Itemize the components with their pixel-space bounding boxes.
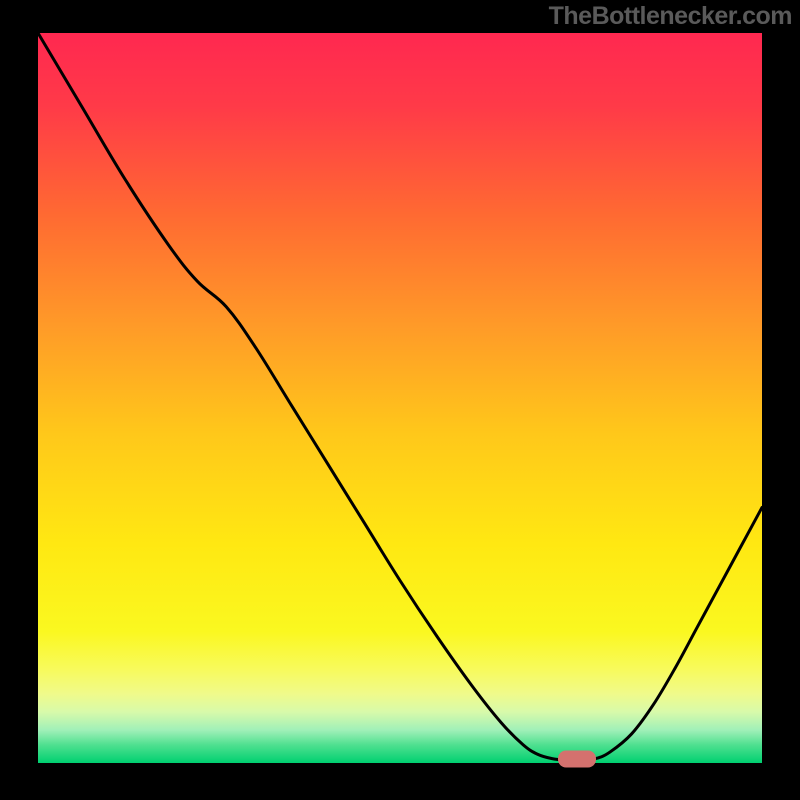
watermark-text: TheBottlenecker.com bbox=[549, 2, 792, 31]
optimal-point-marker bbox=[558, 751, 596, 768]
plot-gradient-background bbox=[38, 33, 762, 763]
chart-container: TheBottlenecker.com bbox=[0, 0, 800, 800]
bottleneck-chart bbox=[0, 0, 800, 800]
